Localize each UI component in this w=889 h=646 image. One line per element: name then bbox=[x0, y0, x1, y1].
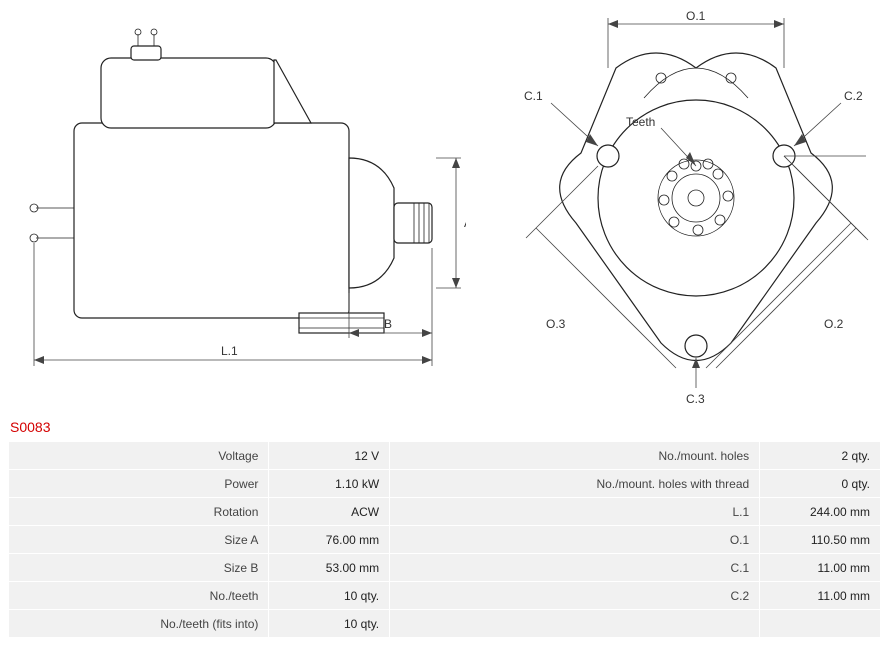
spec-value: 244.00 mm bbox=[760, 498, 880, 525]
dim-label-o2: O.2 bbox=[824, 317, 844, 331]
spec-label: Voltage bbox=[9, 442, 268, 469]
spec-label: Size B bbox=[9, 554, 268, 581]
dim-label-a: A bbox=[464, 216, 466, 230]
spec-label bbox=[390, 610, 759, 637]
spec-value: 110.50 mm bbox=[760, 526, 880, 553]
table-row: Size A76.00 mmO.1110.50 mm bbox=[9, 526, 880, 553]
dim-label-o1: O.1 bbox=[686, 9, 706, 23]
dim-label-teeth: Teeth bbox=[626, 115, 655, 129]
spec-value: 2 qty. bbox=[760, 442, 880, 469]
table-row: No./teeth10 qty.C.211.00 mm bbox=[9, 582, 880, 609]
table-row: Size B53.00 mmC.111.00 mm bbox=[9, 554, 880, 581]
spec-label: O.1 bbox=[390, 526, 759, 553]
spec-label: Rotation bbox=[9, 498, 268, 525]
spec-label: No./teeth (fits into) bbox=[9, 610, 268, 637]
table-row: Power1.10 kWNo./mount. holes with thread… bbox=[9, 470, 880, 497]
table-row: No./teeth (fits into)10 qty. bbox=[9, 610, 880, 637]
dim-label-l1: L.1 bbox=[221, 344, 238, 358]
dim-label-c1: C.1 bbox=[524, 89, 543, 103]
dim-label-c2: C.2 bbox=[844, 89, 863, 103]
spec-label: No./teeth bbox=[9, 582, 268, 609]
dim-label-o3: O.3 bbox=[546, 317, 566, 331]
spec-value: 76.00 mm bbox=[269, 526, 389, 553]
spec-label: C.2 bbox=[390, 582, 759, 609]
spec-value: 11.00 mm bbox=[760, 582, 880, 609]
spec-label: C.1 bbox=[390, 554, 759, 581]
spec-value: 1.10 kW bbox=[269, 470, 389, 497]
front-view-diagram: O.1 O.2 O.3 C.1 bbox=[506, 8, 886, 411]
spec-label: No./mount. holes bbox=[390, 442, 759, 469]
table-row: Voltage12 VNo./mount. holes2 qty. bbox=[9, 442, 880, 469]
dim-label-b: B bbox=[384, 317, 392, 331]
spec-label: Size A bbox=[9, 526, 268, 553]
dim-label-c3: C.3 bbox=[686, 392, 705, 406]
spec-value: 12 V bbox=[269, 442, 389, 469]
spec-value: 53.00 mm bbox=[269, 554, 389, 581]
spec-table: Voltage12 VNo./mount. holes2 qty.Power1.… bbox=[8, 441, 881, 638]
spec-label: Power bbox=[9, 470, 268, 497]
part-code: S0083 bbox=[10, 419, 881, 435]
spec-value bbox=[760, 610, 880, 637]
spec-value: 11.00 mm bbox=[760, 554, 880, 581]
table-row: RotationACWL.1244.00 mm bbox=[9, 498, 880, 525]
spec-value: ACW bbox=[269, 498, 389, 525]
side-view-diagram: A B L.1 bbox=[16, 8, 466, 411]
spec-value: 10 qty. bbox=[269, 610, 389, 637]
spec-label: L.1 bbox=[390, 498, 759, 525]
spec-label: No./mount. holes with thread bbox=[390, 470, 759, 497]
diagrams-row: A B L.1 bbox=[8, 8, 881, 411]
spec-value: 10 qty. bbox=[269, 582, 389, 609]
spec-value: 0 qty. bbox=[760, 470, 880, 497]
